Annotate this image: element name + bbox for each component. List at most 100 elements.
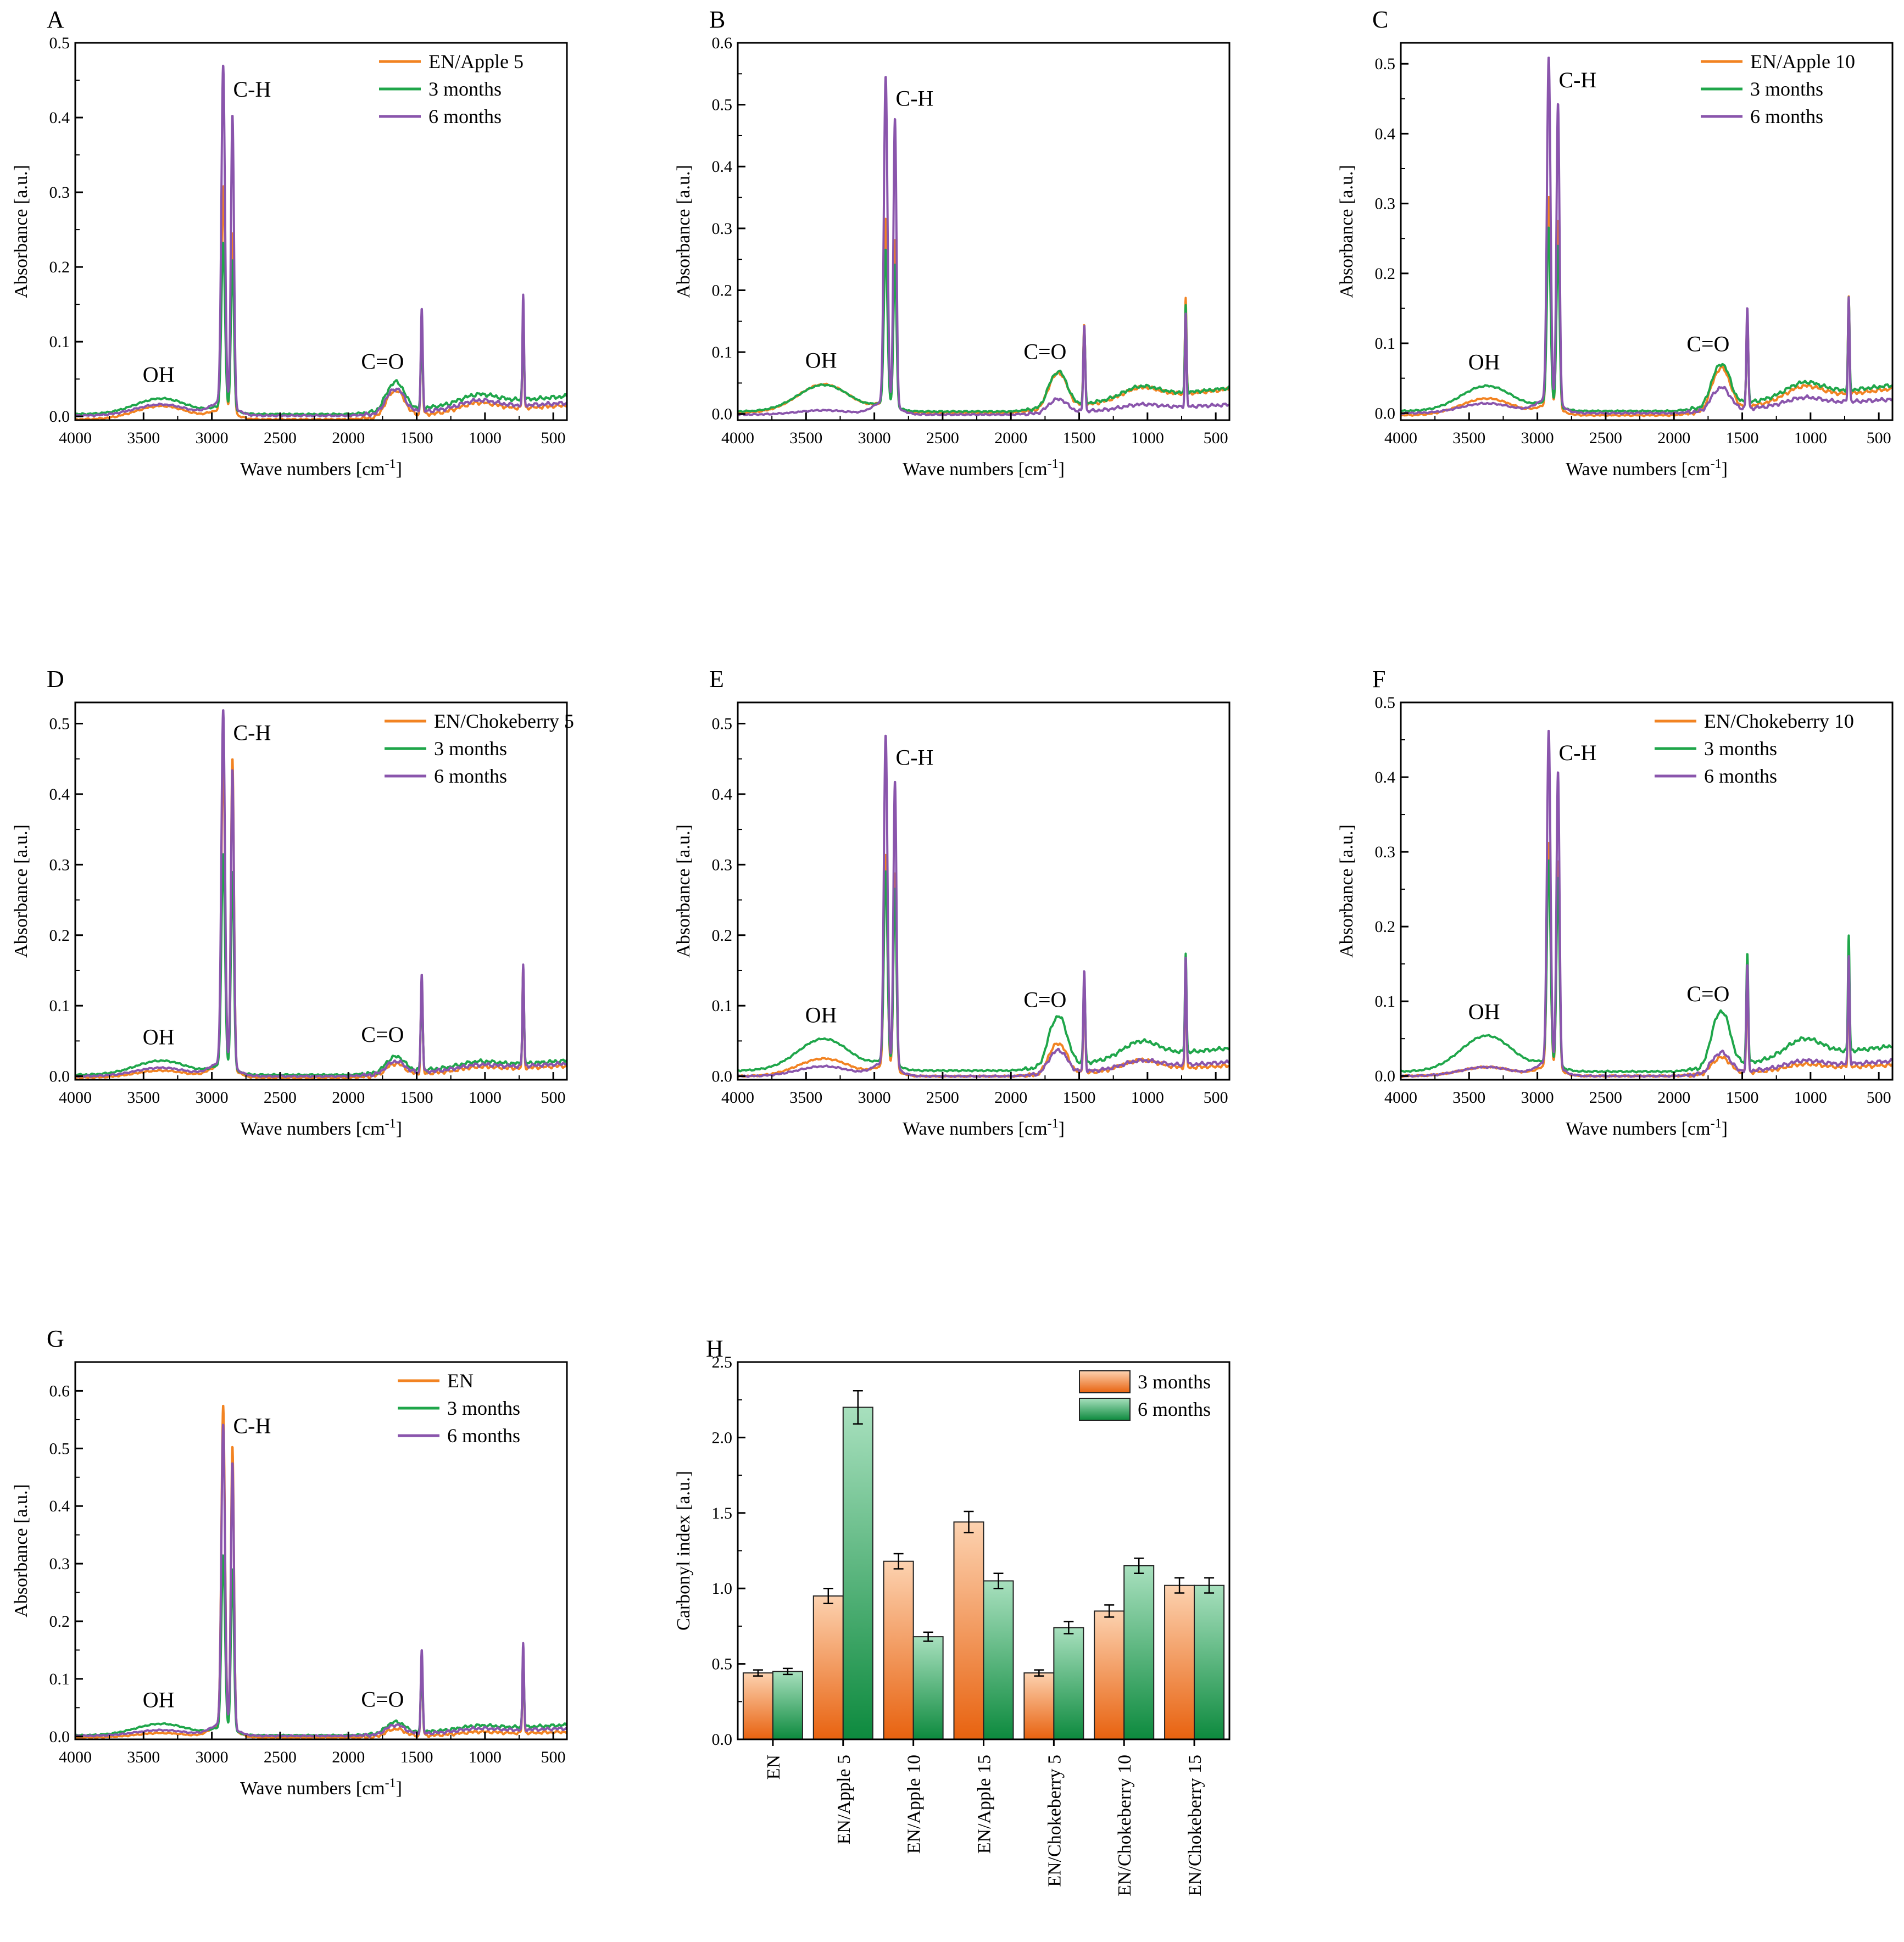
y-tick-label: 0.0 (49, 1068, 70, 1086)
x-tick-label: 3500 (127, 429, 160, 447)
annotation-ch: C-H (1558, 740, 1596, 765)
series-lines (1401, 729, 1892, 1078)
y-axis-label: Absorbance [a.u.] (1337, 824, 1357, 958)
series-line-6-months (75, 1424, 567, 1738)
panel-letter: F (1372, 666, 1385, 693)
y-tick-label: 0.3 (712, 856, 733, 874)
y-axis-label: Absorbance [a.u.] (1337, 165, 1357, 298)
bar-3-months (953, 1521, 984, 1740)
annotation-oh: OH (143, 1688, 175, 1712)
y-tick-label: 0.5 (49, 715, 70, 733)
x-tick-label: 3000 (196, 1748, 229, 1766)
series-line-3-months (1401, 226, 1892, 413)
x-tick-label: 2000 (1657, 1089, 1690, 1107)
x-tick-label: 3500 (127, 1089, 160, 1107)
y-tick-label: 1.0 (712, 1580, 733, 1598)
y-tick-label: 0.2 (49, 1612, 70, 1631)
bar-6-months (1194, 1584, 1225, 1740)
legend-label: 3 months (428, 78, 502, 100)
x-axis-label: Wave numbers [cm-1] (1566, 457, 1728, 479)
x-tick-label: 3500 (1452, 1089, 1485, 1107)
x-tick-label: 3000 (1521, 429, 1554, 447)
x-axis-label: Wave numbers [cm-1] (240, 1776, 402, 1799)
bar-3-months (883, 1560, 914, 1740)
y-tick-label: 0.4 (49, 785, 70, 803)
series-line-6-months (738, 734, 1229, 1078)
y-tick-label: 0.1 (49, 997, 70, 1015)
carbonyl-index-panel: H EN EN/Apple 5 EN/Apple 10 EN/Apple 15 EN/Ch… (673, 1335, 1231, 1896)
x-tick-label: 500 (541, 1748, 566, 1766)
panel-letter: C (1372, 6, 1388, 33)
y-tick-label: 1.5 (712, 1504, 733, 1522)
series-line-3-months (1401, 859, 1892, 1074)
y-tick-label: 0.3 (1375, 843, 1396, 861)
x-tick-label: 1000 (1794, 1089, 1827, 1107)
series-line-6-months (75, 709, 567, 1079)
series-lines (75, 709, 567, 1080)
x-tick-label: 3500 (1452, 429, 1485, 447)
x-tick-label: 500 (541, 429, 566, 447)
legend-label: 3 months (1750, 78, 1823, 100)
series-line-3-months (738, 870, 1229, 1073)
panel-letter: B (709, 6, 725, 33)
y-tick-label: 0.5 (49, 1439, 70, 1458)
x-tick-label: 1000 (469, 429, 502, 447)
y-tick-label: 0.5 (712, 715, 733, 733)
y-tick-label: 0.4 (712, 785, 733, 803)
axes-frame (74, 701, 568, 1081)
category-label: EN/Chokeberry 10 (1115, 1755, 1135, 1896)
spectrum-panel-g: G 4000 3500 3000 2500 2000 1500 1000 500 0.0 0.1 0.… (11, 1325, 568, 1799)
annotation-co: C=O (1023, 339, 1066, 364)
legend-label: 3 months (447, 1397, 520, 1419)
y-tick-label: 0.3 (1375, 195, 1396, 213)
spectrum-panel-a: A 4000 3500 3000 2500 2000 1500 1000 500 0.0 0.1 0.… (11, 6, 568, 479)
spectrum-panel-f: F 4000 3500 3000 2500 2000 1500 1000 500 0.0 0.1 0.… (1337, 666, 1894, 1139)
x-tick-label: 3000 (858, 1089, 891, 1107)
y-tick-label: 0.3 (712, 220, 733, 238)
axes-frame (737, 42, 1231, 421)
y-tick-label: 0.5 (49, 34, 70, 52)
bar-6-months (772, 1671, 803, 1740)
y-axis-label: Carbonyl index [a.u.] (673, 1471, 694, 1631)
panel-letter: E (709, 666, 724, 693)
x-tick-label: 4000 (59, 1748, 92, 1766)
axes-frame (737, 701, 1231, 1081)
y-tick-label: 0.1 (49, 1670, 70, 1688)
series-line-6-months (1401, 57, 1892, 415)
x-tick-label: 2000 (332, 1089, 365, 1107)
x-tick-label: 2000 (994, 1089, 1027, 1107)
y-axis-label: Absorbance [a.u.] (673, 165, 694, 298)
x-tick-label: 2000 (332, 429, 365, 447)
x-tick-label: 500 (1204, 429, 1228, 447)
category-label: EN (764, 1755, 784, 1779)
y-tick-label: 0.0 (712, 1731, 733, 1749)
annotation-ch: C-H (233, 721, 271, 745)
x-tick-label: 3000 (858, 429, 891, 447)
category-label: EN/Chokeberry 5 (1044, 1755, 1065, 1887)
y-tick-label: 0.2 (1375, 265, 1396, 283)
x-tick-label: 2000 (994, 429, 1027, 447)
x-tick-label: 1000 (1794, 429, 1827, 447)
x-tick-label: 1000 (469, 1748, 502, 1766)
x-tick-label: 2500 (1589, 1089, 1622, 1107)
y-tick-label: 0.4 (1375, 768, 1396, 786)
annotation-ch: C-H (1558, 68, 1596, 92)
y-tick-label: 0.1 (1375, 992, 1396, 1011)
series-line-3-months (75, 853, 567, 1077)
series-line-3-months (738, 248, 1229, 414)
legend-label: 6 months (434, 765, 507, 787)
x-axis-label: Wave numbers [cm-1] (1566, 1117, 1728, 1139)
y-tick-label: 2.0 (712, 1428, 733, 1447)
x-tick-label: 4000 (721, 1089, 754, 1107)
annotation-ch: C-H (895, 86, 933, 110)
annotation-oh: OH (1468, 350, 1500, 375)
panel-letter: G (47, 1325, 64, 1352)
annotation-oh: OH (805, 348, 837, 373)
x-tick-label: 500 (541, 1089, 566, 1107)
y-tick-label: 0.0 (1375, 404, 1396, 422)
y-tick-label: 0.2 (712, 281, 733, 299)
y-tick-label: 0.1 (712, 343, 733, 361)
legend-label: 3 months (1704, 738, 1777, 760)
annotation-co: C=O (1686, 981, 1729, 1006)
